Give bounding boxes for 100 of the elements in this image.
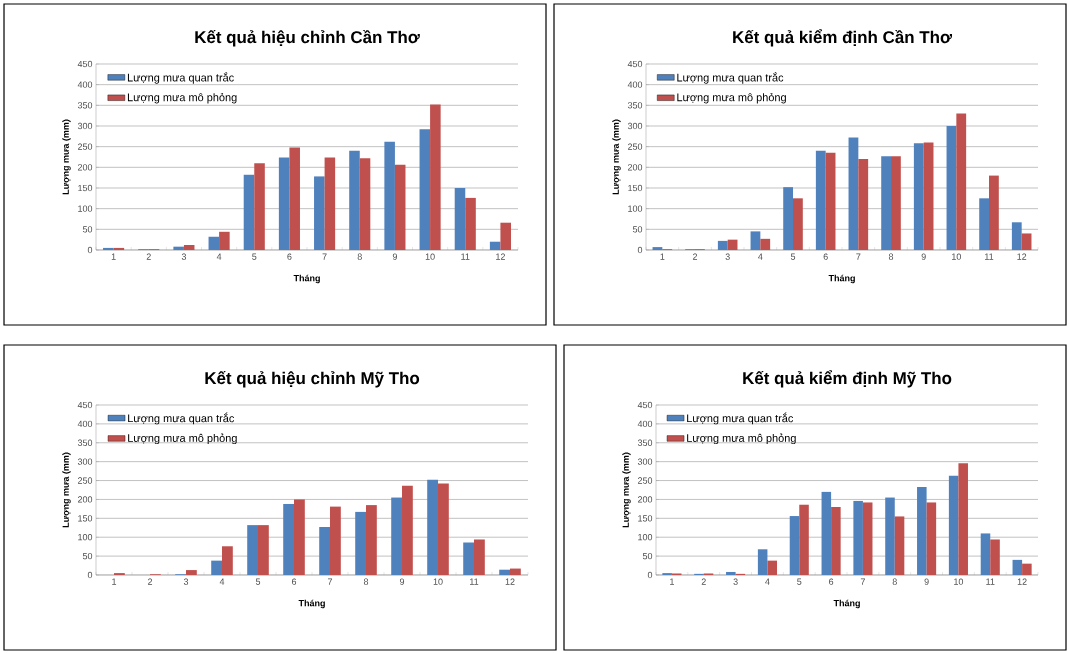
- y-tick-label: 450: [77, 60, 93, 68]
- bar: [848, 137, 859, 250]
- bar: [474, 539, 485, 575]
- y-tick-label: 50: [632, 226, 643, 233]
- bar: [430, 104, 441, 250]
- x-tick-label: 9: [392, 253, 397, 260]
- bar: [258, 525, 269, 575]
- x-axis-title: Tháng: [828, 274, 855, 284]
- y-tick-label: 300: [637, 458, 653, 465]
- y-axis-title: Lượng mưa (mm): [622, 452, 631, 528]
- y-tick-label: 300: [77, 458, 93, 465]
- bar: [913, 143, 924, 250]
- bar: [211, 560, 223, 575]
- bar: [767, 560, 777, 575]
- x-tick-label: 3: [733, 578, 738, 585]
- bar: [989, 175, 999, 250]
- bar: [980, 533, 991, 575]
- x-tick-label: 7: [327, 578, 333, 585]
- bar: [294, 499, 305, 575]
- bar: [793, 198, 803, 250]
- bar: [881, 156, 892, 250]
- bar: [454, 187, 466, 250]
- bar: [1012, 559, 1023, 575]
- bar: [1011, 222, 1022, 250]
- x-tick-label: 9: [399, 578, 405, 585]
- x-tick-label: 4: [758, 253, 763, 260]
- y-tick-label: 400: [637, 420, 653, 428]
- x-tick-label: 1: [112, 578, 117, 585]
- bar: [1021, 233, 1032, 250]
- y-tick-label: 300: [627, 122, 643, 130]
- bar: [821, 491, 832, 575]
- bar: [926, 502, 937, 575]
- legend-label: Lượng mưa quan trắc: [687, 412, 794, 425]
- bar: [1022, 563, 1032, 575]
- legend-label: Lượng mưa quan trắc: [127, 71, 234, 84]
- bar: [366, 505, 377, 575]
- chart-title: Kết quả kiểm định Cần Thơ: [733, 29, 953, 47]
- x-tick-label: 12: [1017, 578, 1027, 585]
- x-tick-label: 9: [924, 578, 929, 585]
- bar: [208, 236, 220, 250]
- bar: [324, 157, 336, 250]
- y-tick-label: 350: [627, 102, 643, 109]
- bar: [438, 483, 449, 575]
- legend-label: Lượng mưa mô phỏng: [677, 92, 786, 104]
- x-tick-label: 8: [363, 578, 369, 585]
- x-tick-label: 11: [470, 578, 479, 585]
- bar: [355, 511, 367, 575]
- y-tick-label: 350: [637, 439, 653, 446]
- bar: [247, 525, 259, 575]
- x-tick-label: 7: [856, 253, 861, 260]
- x-axis-title: Tháng: [293, 274, 320, 284]
- x-tick-label: 1: [660, 253, 665, 260]
- bar: [349, 150, 360, 250]
- y-tick-label: 250: [77, 477, 93, 484]
- bar: [726, 571, 736, 575]
- y-tick-label: 150: [78, 515, 93, 522]
- bar: [103, 247, 114, 250]
- chart-title: Kết quả kiểm định Mỹ Tho: [743, 370, 952, 388]
- y-tick-label: 0: [637, 246, 643, 254]
- bar: [990, 539, 1000, 575]
- x-tick-label: 4: [219, 578, 225, 585]
- y-tick-label: 100: [628, 205, 643, 212]
- x-tick-label: 8: [357, 253, 362, 260]
- x-tick-label: 2: [147, 578, 153, 585]
- legend-label: Lượng mưa mô phỏng: [128, 433, 237, 445]
- bar: [717, 240, 728, 250]
- bar: [891, 156, 901, 250]
- x-tick-label: 7: [860, 578, 865, 585]
- bar: [946, 125, 957, 250]
- y-tick-label: 250: [637, 477, 653, 484]
- x-tick-label: 1: [670, 578, 674, 585]
- bar: [465, 197, 476, 250]
- y-tick-label: 0: [87, 246, 93, 254]
- y-tick-label: 300: [77, 122, 93, 130]
- x-tick-label: 12: [1017, 253, 1027, 260]
- bar: [419, 129, 431, 250]
- bar: [815, 150, 826, 250]
- bar: [499, 569, 511, 575]
- bar: [853, 500, 863, 575]
- bar: [183, 245, 195, 250]
- x-tick-label: 4: [216, 253, 222, 260]
- x-tick-label: 11: [985, 253, 994, 260]
- x-tick-label: 11: [986, 578, 995, 585]
- bar: [858, 159, 869, 250]
- bar: [283, 503, 295, 575]
- y-tick-label: 100: [78, 534, 93, 541]
- bar: [254, 163, 265, 250]
- bar: [750, 231, 761, 250]
- bar: [427, 479, 439, 575]
- legend-label: Lượng mưa mô phỏng: [127, 92, 237, 104]
- bar: [979, 198, 990, 250]
- x-tick-label: 9: [921, 253, 926, 260]
- x-tick-label: 3: [183, 578, 189, 585]
- bar: [113, 247, 125, 250]
- bar: [510, 568, 521, 575]
- bar: [923, 142, 934, 250]
- y-tick-label: 50: [82, 552, 93, 560]
- x-tick-label: 1: [111, 253, 116, 260]
- x-tick-label: 10: [425, 253, 435, 260]
- bar: [463, 542, 475, 575]
